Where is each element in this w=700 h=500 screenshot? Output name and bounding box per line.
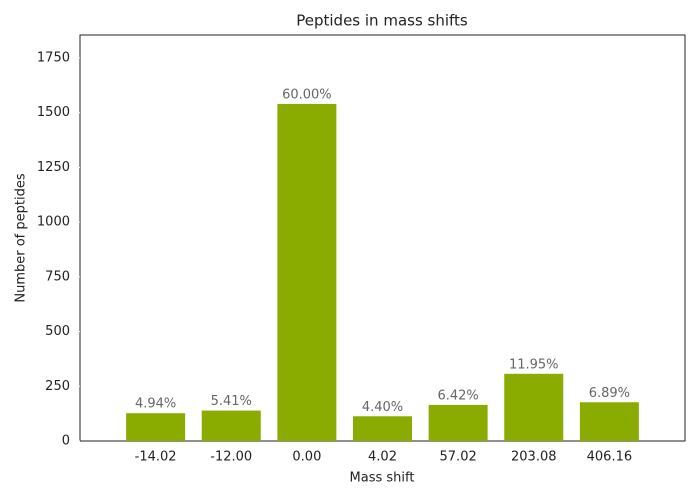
x-axis-label: Mass shift	[350, 471, 415, 486]
bar	[201, 410, 261, 441]
value-label: 5.41%	[211, 394, 252, 409]
bar	[579, 402, 639, 441]
y-tick-label: 500	[45, 324, 70, 339]
y-tick-label: 750	[45, 269, 70, 284]
x-tick-label: 0.00	[292, 450, 321, 465]
y-tick-label: 1500	[37, 105, 70, 120]
value-label: 4.40%	[362, 400, 403, 415]
y-tick-label: 1000	[37, 215, 70, 230]
value-label: 4.94%	[135, 397, 176, 412]
y-tick-label: 0	[62, 434, 70, 449]
value-label: 6.42%	[437, 388, 478, 403]
chart-title: Peptides in mass shifts	[296, 12, 468, 30]
bar	[126, 413, 186, 441]
x-tick-label: -12.00	[210, 450, 252, 465]
y-axis-label: Number of peptides	[14, 173, 29, 302]
value-label: 11.95%	[509, 357, 559, 372]
bar	[277, 103, 337, 442]
x-tick-label: -14.02	[135, 450, 177, 465]
y-tick-label: 1250	[37, 160, 70, 175]
x-tick-label: 203.08	[511, 450, 557, 465]
bar	[504, 373, 564, 441]
value-label: 60.00%	[282, 87, 332, 102]
x-tick-label: 4.02	[368, 450, 397, 465]
x-tick-label: 406.16	[587, 450, 633, 465]
y-tick-label: 1750	[37, 50, 70, 65]
bar	[353, 416, 412, 441]
value-label: 6.89%	[589, 386, 630, 401]
x-tick-label: 57.02	[440, 450, 477, 465]
bar	[428, 404, 488, 441]
plot-frame	[79, 34, 686, 442]
y-tick-label: 250	[45, 379, 70, 394]
